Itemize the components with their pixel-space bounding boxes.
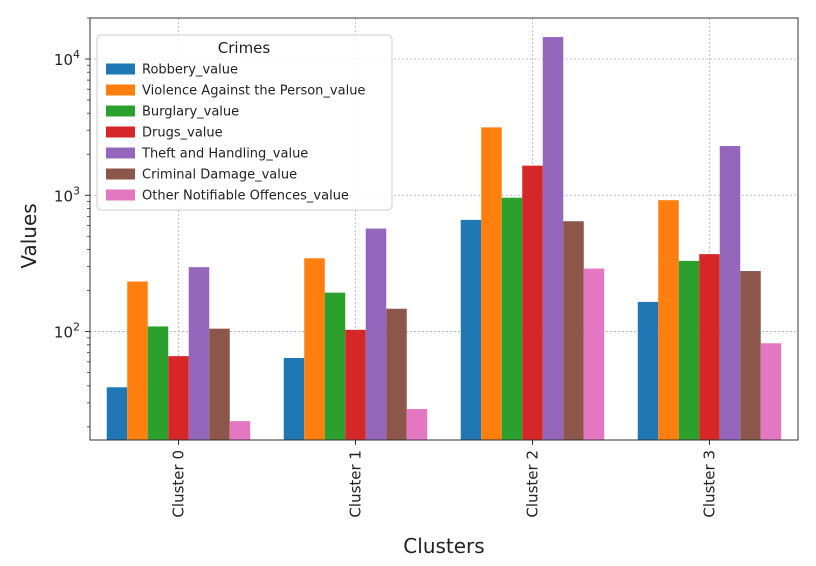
bar bbox=[345, 329, 366, 440]
x-axis-label: Clusters bbox=[403, 534, 484, 558]
x-tick-label: Cluster 2 bbox=[524, 450, 542, 518]
bar bbox=[127, 281, 148, 440]
bar bbox=[740, 271, 761, 440]
legend-title: Crimes bbox=[218, 39, 271, 57]
bar bbox=[283, 357, 305, 440]
legend-box bbox=[96, 34, 393, 211]
bar bbox=[324, 292, 346, 440]
bar bbox=[719, 145, 741, 440]
bar bbox=[406, 409, 428, 440]
y-axis-label: Values bbox=[17, 203, 41, 268]
x-tick-label: Cluster 3 bbox=[701, 450, 719, 518]
bar bbox=[637, 301, 659, 440]
legend-swatch bbox=[106, 147, 135, 159]
bar bbox=[658, 200, 679, 440]
legend-swatch bbox=[106, 63, 135, 75]
bar bbox=[365, 228, 387, 440]
legend-swatch bbox=[106, 168, 135, 180]
bar bbox=[542, 37, 564, 441]
bar bbox=[699, 254, 720, 440]
y-axis-ticks: 102 103 104 bbox=[54, 17, 90, 428]
legend-entry: Robbery_value bbox=[142, 63, 238, 78]
bar bbox=[678, 260, 700, 440]
x-tick-label: Cluster 0 bbox=[170, 450, 188, 518]
legend-swatch bbox=[106, 189, 135, 201]
bar bbox=[106, 387, 128, 440]
bar bbox=[386, 308, 407, 440]
x-tick-label: Cluster 1 bbox=[347, 450, 365, 518]
bar bbox=[188, 267, 210, 440]
bar bbox=[460, 219, 482, 440]
bar bbox=[760, 343, 782, 440]
y-tick-label: 103 bbox=[54, 184, 80, 205]
bar bbox=[147, 326, 169, 440]
plot-frame bbox=[89, 17, 799, 441]
bars bbox=[106, 37, 782, 441]
bar bbox=[563, 221, 584, 440]
bar bbox=[501, 197, 523, 440]
legend-swatch bbox=[106, 105, 135, 117]
bar bbox=[229, 421, 251, 440]
bar bbox=[209, 328, 230, 440]
legend-entry: Drugs_value bbox=[142, 126, 223, 141]
bar bbox=[522, 165, 543, 441]
legend-swatch bbox=[106, 126, 135, 138]
y-tick-label: 104 bbox=[54, 48, 80, 69]
legend-entry: Burglary_value bbox=[142, 105, 239, 120]
bar bbox=[304, 258, 325, 440]
bar bbox=[168, 356, 189, 440]
legend-entry: Other Notifiable Offences_value bbox=[142, 189, 349, 204]
legend-entry: Violence Against the Person_value bbox=[142, 84, 365, 99]
legend-swatch bbox=[106, 84, 135, 96]
legend-entry: Theft and Handling_value bbox=[141, 147, 308, 162]
bar bbox=[583, 268, 605, 440]
y-tick-label: 102 bbox=[54, 321, 80, 342]
bar bbox=[481, 127, 502, 440]
legend: Crimes Robbery_value Violence Against the… bbox=[96, 34, 393, 211]
x-axis-ticks: Cluster 0 Cluster 1 Cluster 2 Cluster 3 bbox=[170, 440, 719, 518]
legend-entry: Criminal Damage_value bbox=[142, 168, 297, 183]
